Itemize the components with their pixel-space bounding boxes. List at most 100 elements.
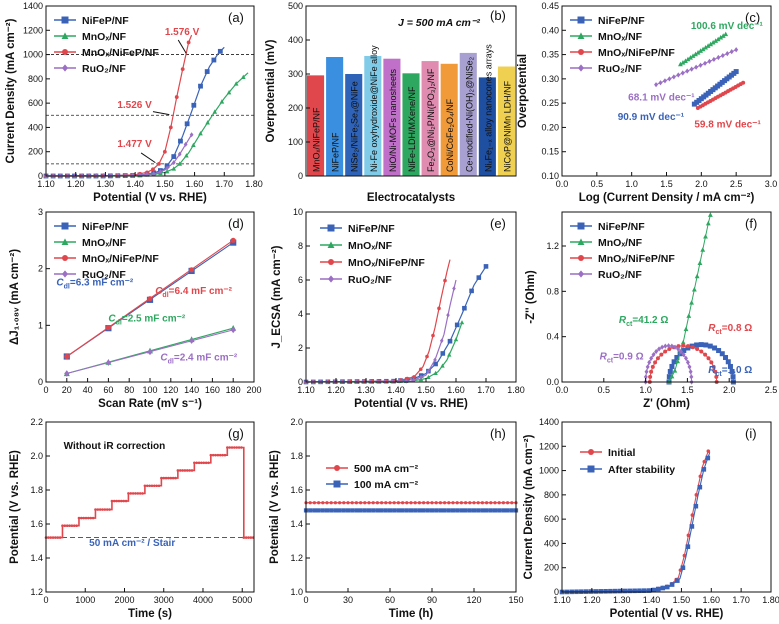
data-point bbox=[725, 359, 731, 365]
data-point bbox=[492, 508, 498, 513]
bar-label: NiₓFe₁₋ₓ alloy nanocones arrays bbox=[483, 44, 493, 172]
data-point bbox=[697, 260, 703, 265]
data-point bbox=[362, 508, 367, 513]
y-tick-label: 1.6 bbox=[30, 519, 43, 529]
legend-label: MnOₓ/NF bbox=[598, 31, 643, 43]
data-point bbox=[338, 501, 342, 505]
data-point bbox=[688, 369, 693, 375]
data-point bbox=[218, 453, 222, 457]
data-point bbox=[685, 344, 690, 349]
data-point bbox=[729, 49, 734, 55]
data-point bbox=[200, 461, 203, 465]
data-point bbox=[84, 516, 88, 520]
panel-f: 0.0 0.5 1.0 1.5 2.0 2.5 0.0 0.4 0.8 1.2 Z' (Ohm) -Z… bbox=[525, 211, 777, 410]
data-point bbox=[158, 169, 163, 175]
data-point bbox=[703, 44, 708, 50]
data-point bbox=[608, 588, 613, 594]
data-point bbox=[421, 508, 426, 513]
data-point bbox=[454, 322, 460, 328]
y-tick-label: 0.20 bbox=[541, 122, 559, 132]
annotation: 1.576 V bbox=[165, 27, 200, 38]
y-tick-label: 0 bbox=[38, 171, 43, 181]
data-point bbox=[480, 508, 485, 513]
series-line bbox=[305, 322, 463, 383]
data-point bbox=[320, 508, 325, 513]
data-point bbox=[207, 461, 210, 465]
data-point bbox=[153, 484, 156, 488]
x-tick-label: 140 bbox=[184, 385, 199, 395]
data-point bbox=[505, 508, 510, 513]
data-point bbox=[700, 46, 706, 52]
data-point bbox=[312, 508, 317, 513]
panel-d: 0 20 40 60 80 100 120 140 160 180 200 0 1 2 3 Scan Rate… bbox=[9, 207, 262, 410]
x-tick-label: 1.70 bbox=[216, 179, 234, 189]
data-point bbox=[501, 501, 505, 505]
data-point bbox=[716, 348, 722, 354]
annotation-value: =6.3 mF cm⁻² bbox=[70, 278, 134, 289]
bar bbox=[364, 55, 382, 177]
x-tick-label: 5000 bbox=[232, 595, 252, 605]
panel-label: (b) bbox=[490, 8, 506, 23]
data-point bbox=[694, 342, 700, 348]
y-axis-title: Overpotential bbox=[517, 54, 529, 128]
data-point bbox=[419, 374, 423, 380]
data-point bbox=[162, 476, 166, 480]
data-point bbox=[226, 446, 229, 449]
data-point bbox=[168, 125, 173, 130]
y-axis-title: Current Density (mA cm⁻²) bbox=[523, 434, 535, 579]
data-point bbox=[443, 501, 447, 505]
legend-label: RuO₂/NF bbox=[598, 269, 642, 281]
data-point bbox=[62, 64, 68, 72]
y-tick-label: 1 bbox=[38, 320, 43, 330]
legend-label: RuO₂/NF bbox=[598, 63, 642, 75]
legend-label: MnOₓ/NF bbox=[598, 237, 643, 249]
legend-label: MnOₓ/NiFeP/NF bbox=[82, 253, 159, 265]
y-tick-label: 0.40 bbox=[541, 25, 559, 35]
data-point bbox=[396, 508, 401, 513]
bar bbox=[383, 58, 401, 177]
x-tick-label: 0.0 bbox=[556, 179, 569, 189]
annotation-symbol: C bbox=[56, 278, 64, 289]
series-line bbox=[668, 214, 711, 383]
data-point bbox=[459, 508, 464, 513]
y-tick-label: 1400 bbox=[23, 1, 43, 11]
data-point bbox=[412, 375, 416, 379]
legend-label: MnOₓ/NF bbox=[82, 31, 127, 43]
y-tick-label: 0 bbox=[554, 587, 559, 597]
data-point bbox=[89, 516, 93, 520]
x-tick-label: 1.40 bbox=[643, 595, 661, 605]
data-point bbox=[648, 374, 653, 379]
data-point bbox=[714, 374, 719, 379]
data-point bbox=[333, 501, 337, 505]
data-point bbox=[418, 367, 423, 372]
data-point bbox=[160, 476, 163, 480]
legend-label: MnOₓ/NiFeP/NF bbox=[348, 257, 425, 269]
annotation: 100.6 mV dec⁻¹ bbox=[691, 21, 764, 32]
data-point bbox=[706, 449, 711, 453]
x-tick-label: 150 bbox=[508, 595, 523, 605]
data-point bbox=[328, 259, 334, 265]
annotation: Rct=0.8 Ω bbox=[708, 323, 752, 336]
data-point bbox=[676, 344, 681, 349]
data-point bbox=[392, 508, 397, 513]
x-tick-label: 0 bbox=[43, 595, 48, 605]
data-point bbox=[720, 52, 725, 59]
data-point bbox=[686, 313, 692, 318]
data-point bbox=[327, 241, 335, 248]
data-point bbox=[228, 446, 231, 449]
x-tick-label: 1.50 bbox=[156, 179, 174, 189]
data-point bbox=[147, 296, 153, 302]
data-point bbox=[120, 499, 123, 503]
data-point bbox=[703, 342, 709, 348]
data-point bbox=[703, 60, 708, 66]
legend-label: NiFeP/NF bbox=[598, 15, 645, 27]
data-point bbox=[112, 499, 116, 503]
data-point bbox=[653, 360, 658, 365]
y-tick-label: 200 bbox=[288, 103, 303, 113]
data-point bbox=[710, 39, 716, 45]
x-tick-label: 2.0 bbox=[695, 179, 708, 189]
data-point bbox=[707, 343, 713, 349]
annotation-value: =2.5 mF cm⁻² bbox=[122, 313, 186, 324]
data-point bbox=[249, 536, 253, 539]
y-tick-label: 800 bbox=[28, 74, 43, 84]
